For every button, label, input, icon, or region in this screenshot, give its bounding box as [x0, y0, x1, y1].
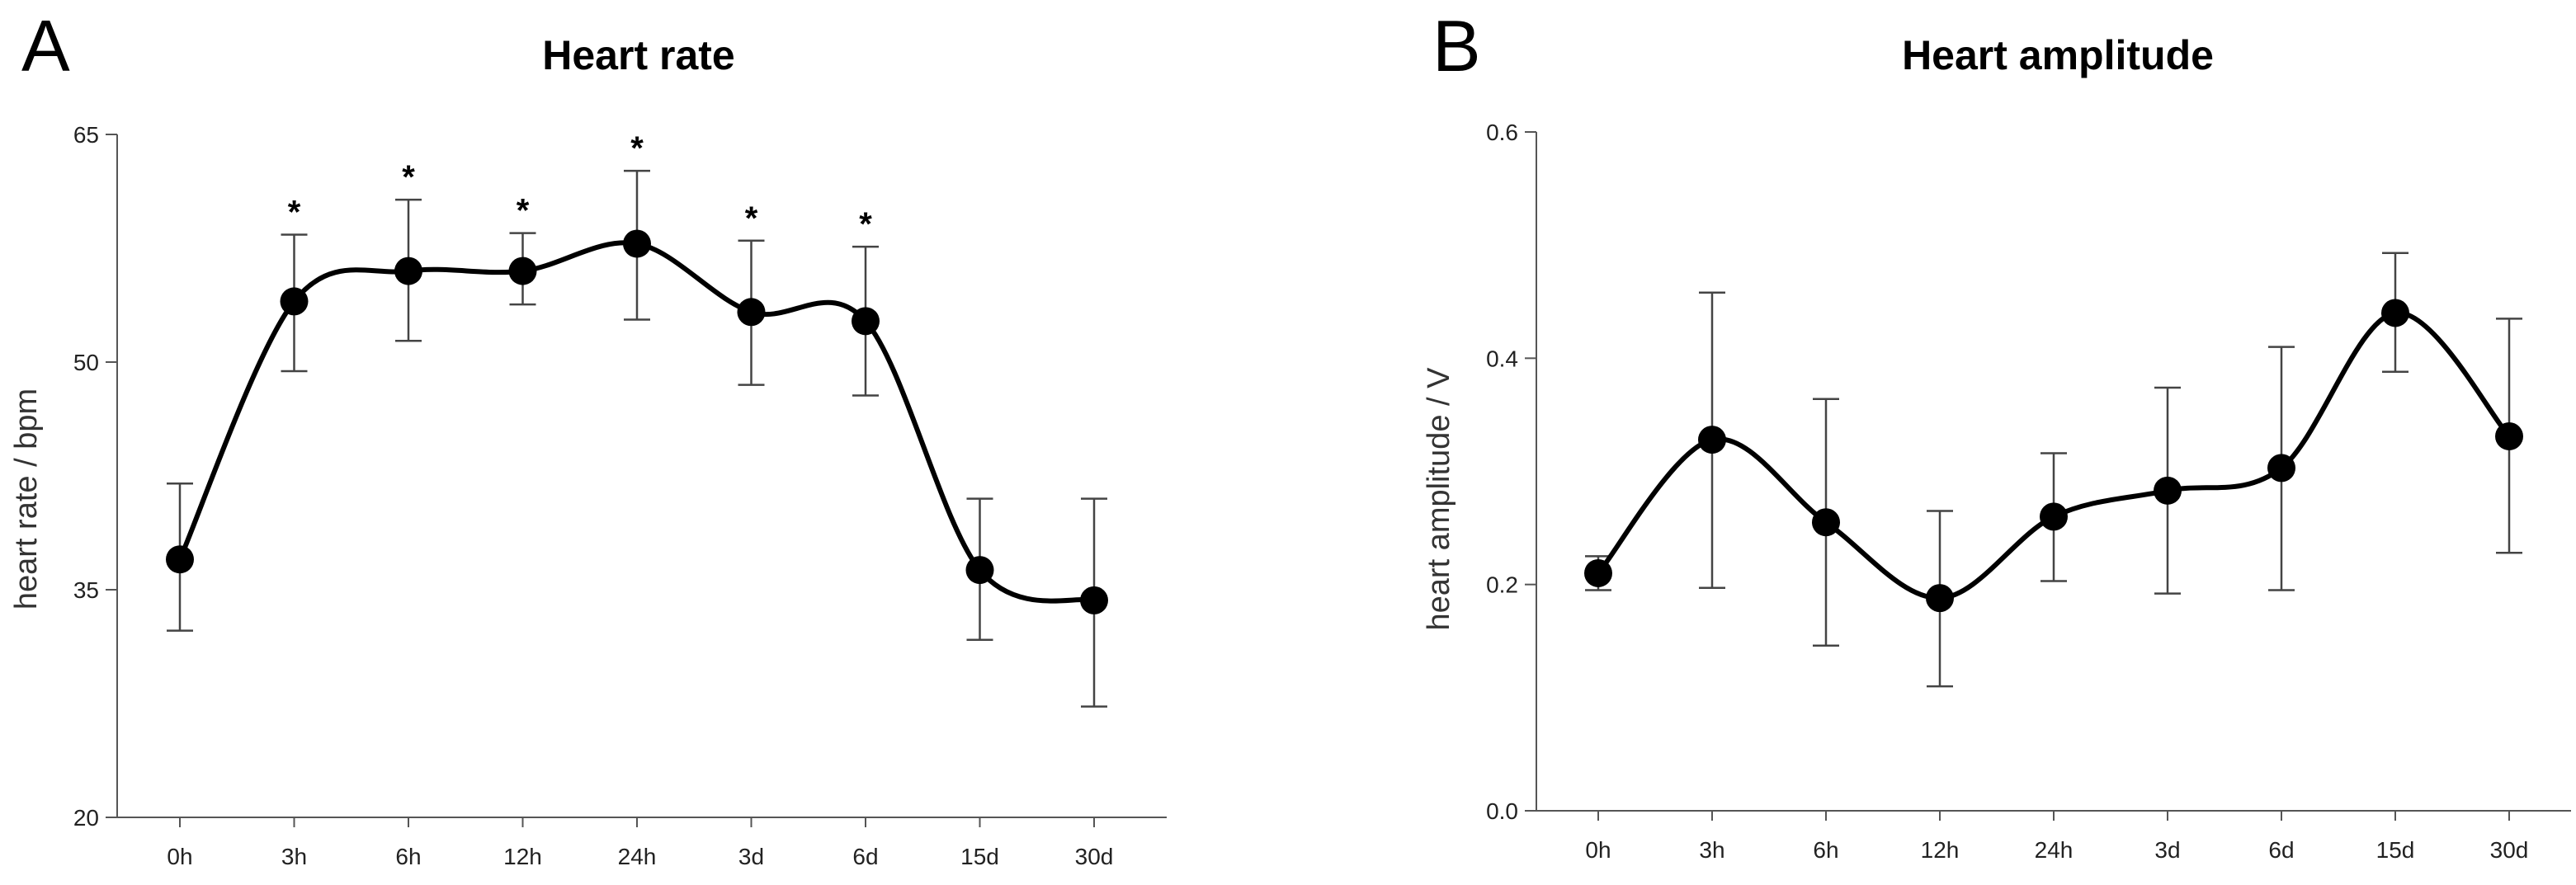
data-point — [1584, 558, 1612, 587]
x-tick-label: 12h — [1921, 837, 1960, 863]
x-tick-label: 0h — [1585, 837, 1611, 863]
x-tick-label: 0h — [167, 844, 192, 869]
data-point — [280, 287, 309, 316]
significance-star: * — [517, 193, 530, 229]
chart-title: Heart rate — [542, 32, 734, 78]
y-tick-label: 0.4 — [1486, 346, 1518, 371]
x-tick-label: 6d — [2268, 837, 2294, 863]
series: * * * * * * — [166, 130, 1108, 708]
y-tick-label: 35 — [73, 577, 99, 603]
data-point — [2381, 299, 2409, 327]
data-point — [737, 298, 766, 327]
axes: 0.0 0.2 0.4 0.6 0h 3h 6h 12h 24h 3d 6d 15d 30d — [1486, 120, 2571, 863]
heart-rate-chart: A Heart rate heart rate / bpm 20 35 50 65 0h… — [9, 5, 1167, 869]
y-tick-label: 0.6 — [1486, 120, 1518, 145]
y-axis-label: heart rate / bpm — [9, 388, 44, 610]
heart-amplitude-chart: B Heart amplitude heart amplitude / V 0.… — [1422, 5, 2571, 863]
data-point — [1698, 426, 1726, 454]
y-tick-label: 50 — [73, 350, 99, 375]
significance-star: * — [630, 130, 644, 167]
x-tick-label: 3d — [738, 844, 764, 869]
significance-star: * — [402, 159, 415, 195]
significance-star: * — [288, 194, 301, 230]
y-axis-label: heart amplitude / V — [1422, 367, 1456, 631]
data-point — [2040, 502, 2068, 531]
panel-letter-a: A — [21, 5, 70, 87]
data-point — [2495, 421, 2523, 450]
data-point — [166, 545, 194, 574]
data-point — [965, 556, 994, 585]
panel-letter-b: B — [1432, 5, 1481, 87]
series — [1584, 252, 2523, 688]
data-point — [1812, 508, 1840, 537]
significance-star: * — [859, 206, 872, 242]
y-tick-label: 0.0 — [1486, 798, 1518, 824]
data-point — [394, 257, 422, 285]
y-tick-label: 0.2 — [1486, 572, 1518, 598]
x-tick-label: 6d — [852, 844, 878, 869]
data-point — [1080, 586, 1108, 614]
x-tick-label: 3h — [1699, 837, 1724, 863]
data-point — [852, 307, 880, 336]
data-point — [2267, 454, 2295, 483]
x-tick-label: 30d — [2490, 837, 2529, 863]
y-tick-label: 65 — [73, 122, 99, 148]
x-tick-label: 30d — [1075, 844, 1114, 869]
x-tick-label: 24h — [618, 844, 657, 869]
y-tick-label: 20 — [73, 805, 99, 831]
axes: 20 35 50 65 0h 3h 6h 12h 24h 3d 6d 15d 30d — [73, 122, 1167, 869]
x-tick-label: 24h — [2035, 837, 2074, 863]
data-point — [1926, 584, 1954, 613]
data-point — [508, 257, 537, 285]
x-tick-label: 6h — [395, 844, 421, 869]
significance-star: * — [745, 200, 758, 237]
x-tick-label: 15d — [2376, 837, 2415, 863]
x-tick-label: 3h — [281, 844, 307, 869]
x-tick-label: 12h — [503, 844, 542, 869]
data-point — [2154, 476, 2182, 505]
x-tick-label: 15d — [960, 844, 999, 869]
chart-title: Heart amplitude — [1902, 32, 2214, 78]
data-point — [623, 229, 651, 258]
x-tick-label: 3d — [2154, 837, 2180, 863]
x-tick-label: 6h — [1813, 837, 1838, 863]
